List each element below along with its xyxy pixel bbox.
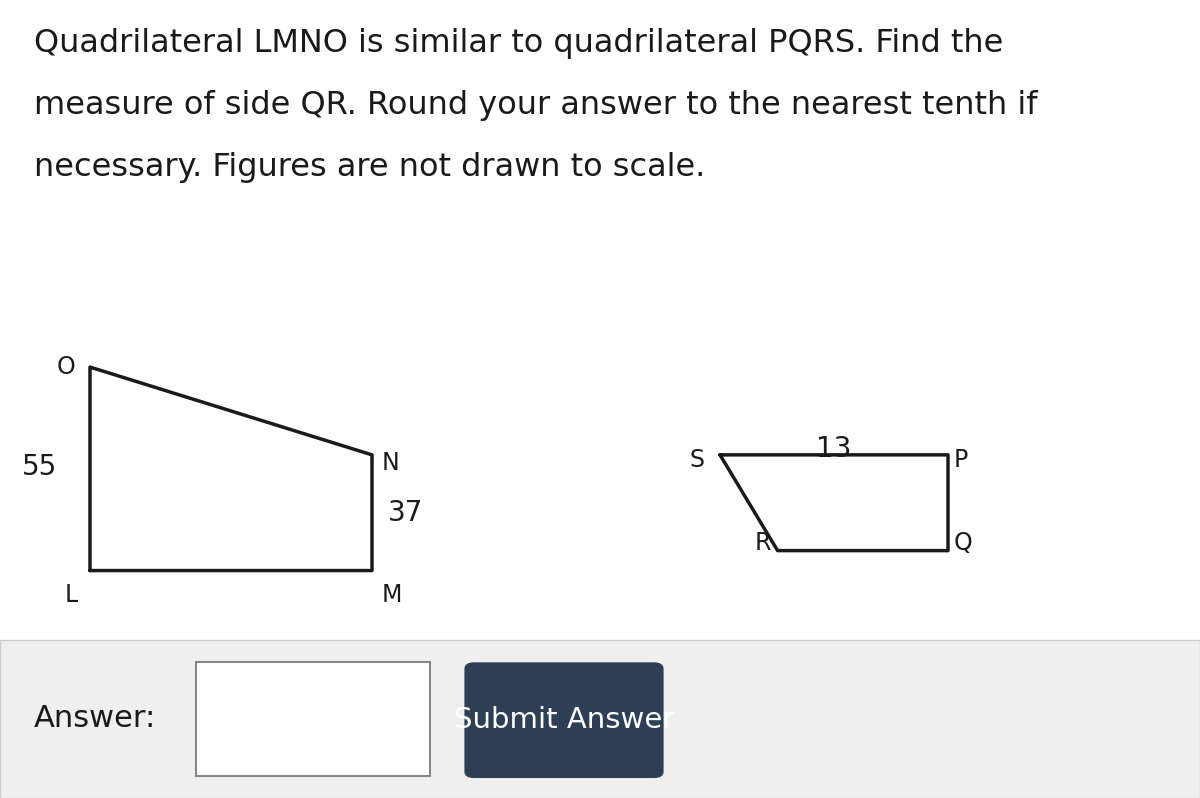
Text: S: S <box>689 448 704 472</box>
Text: N: N <box>382 451 400 475</box>
Text: measure of side QR. Round your answer to the nearest tenth if: measure of side QR. Round your answer to… <box>34 90 1037 121</box>
Text: Answer:: Answer: <box>34 705 156 733</box>
Text: Submit Answer: Submit Answer <box>454 706 674 734</box>
FancyBboxPatch shape <box>0 640 1200 798</box>
Text: 13: 13 <box>816 435 852 463</box>
Text: P: P <box>954 448 968 472</box>
Text: necessary. Figures are not drawn to scale.: necessary. Figures are not drawn to scal… <box>34 152 704 184</box>
FancyBboxPatch shape <box>196 662 430 776</box>
FancyBboxPatch shape <box>464 662 664 778</box>
Text: L: L <box>65 583 78 606</box>
Text: 55: 55 <box>23 452 58 481</box>
Text: Q: Q <box>954 531 973 555</box>
Text: M: M <box>382 583 402 606</box>
Text: Quadrilateral LMNO is similar to quadrilateral PQRS. Find the: Quadrilateral LMNO is similar to quadril… <box>34 28 1003 59</box>
Text: 37: 37 <box>388 499 422 527</box>
Text: O: O <box>56 355 76 379</box>
Text: R: R <box>755 531 772 555</box>
